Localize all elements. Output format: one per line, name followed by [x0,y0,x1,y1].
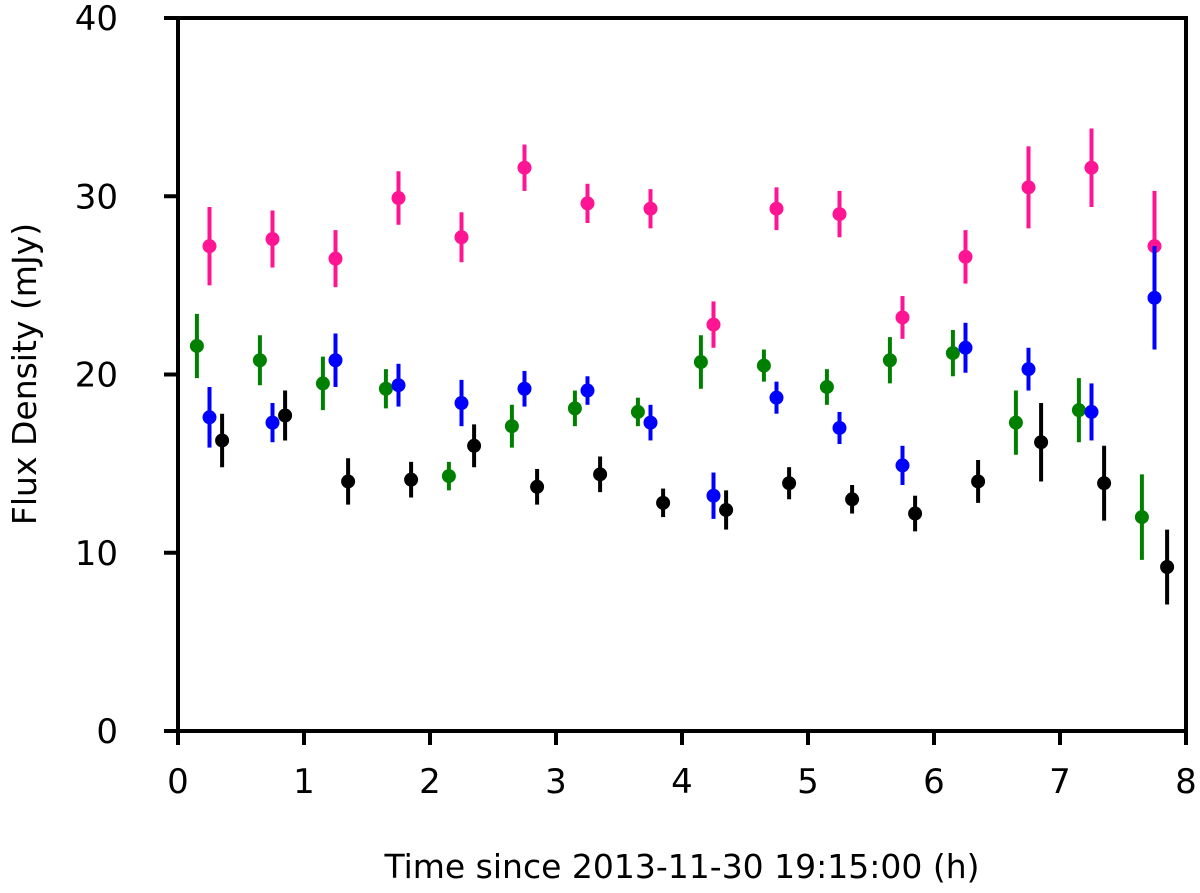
y-tick-label-1: 10 [75,534,118,574]
x-tick-label-7: 7 [1049,762,1071,802]
data-point [1071,403,1086,418]
x-tick-label-6: 6 [923,762,945,802]
data-point [315,376,330,391]
data-point [832,420,847,435]
data-point [580,196,595,211]
data-point [1034,435,1049,450]
series-3 [215,390,1175,605]
data-point [756,358,771,373]
data-point [530,479,545,494]
data-point [404,472,419,487]
data-point [1021,180,1036,195]
x-tick-label-1: 1 [293,762,315,802]
data-marks [189,128,1175,605]
data-point [567,401,582,416]
data-point [643,415,658,430]
data-point [630,404,645,419]
data-point [252,353,267,368]
data-point [1084,404,1099,419]
series-0 [202,128,1162,348]
data-point [769,390,784,405]
data-point [895,458,910,473]
data-point [328,353,343,368]
data-point [504,419,519,434]
data-point [958,340,973,355]
data-point [265,232,280,247]
y-tick-label-4: 40 [75,0,118,39]
data-point [202,239,217,254]
data-point [593,467,608,482]
data-point [328,251,343,266]
plot-frame [176,16,1188,733]
data-point [782,476,797,491]
axis-tick-labels: 0 1 2 3 4 5 6 7 8 0 10 20 30 40 [75,0,1197,802]
x-axis-label: Time since 2013-11-30 19:15:00 (h) [383,847,979,886]
data-point [1097,476,1112,491]
data-point [1008,415,1023,430]
data-point [1021,362,1036,377]
data-point [845,492,860,507]
data-point [517,160,532,175]
x-tick-label-3: 3 [545,762,567,802]
data-point [706,317,721,332]
data-point [580,383,595,398]
series-1 [189,313,1149,560]
x-tick-label-0: 0 [167,762,189,802]
data-point [454,396,469,411]
data-point [441,469,456,484]
data-point [643,201,658,216]
data-point [517,381,532,396]
y-tick-label-3: 30 [75,177,118,217]
data-point [1084,160,1099,175]
data-point [693,355,708,370]
data-point [769,201,784,216]
data-point [341,474,356,489]
x-tick-label-4: 4 [671,762,693,802]
data-point [1147,290,1162,305]
data-point [215,433,230,448]
y-axis-label: Flux Density (mJy) [5,223,44,525]
data-point [819,379,834,394]
data-point [265,415,280,430]
data-point [908,506,923,521]
x-tick-label-5: 5 [797,762,819,802]
y-tick-label-0: 0 [96,712,118,752]
data-point [202,410,217,425]
data-point [971,474,986,489]
data-point [454,230,469,245]
series-2 [202,246,1162,519]
data-point [378,381,393,396]
data-point [945,346,960,361]
data-point [189,338,204,353]
data-point [656,495,671,510]
data-point [467,438,482,453]
data-point [958,249,973,264]
y-tick-label-2: 20 [75,356,118,396]
data-point [1134,510,1149,525]
data-point [719,502,734,517]
data-point [391,378,406,393]
data-point [832,207,847,222]
data-point [706,488,721,503]
data-point [895,310,910,325]
data-point [1160,560,1175,575]
axis-ticks [164,16,1188,745]
data-point [882,353,897,368]
data-point [278,408,293,423]
x-tick-label-2: 2 [419,762,441,802]
data-point [391,191,406,206]
x-tick-label-8: 8 [1175,762,1197,802]
